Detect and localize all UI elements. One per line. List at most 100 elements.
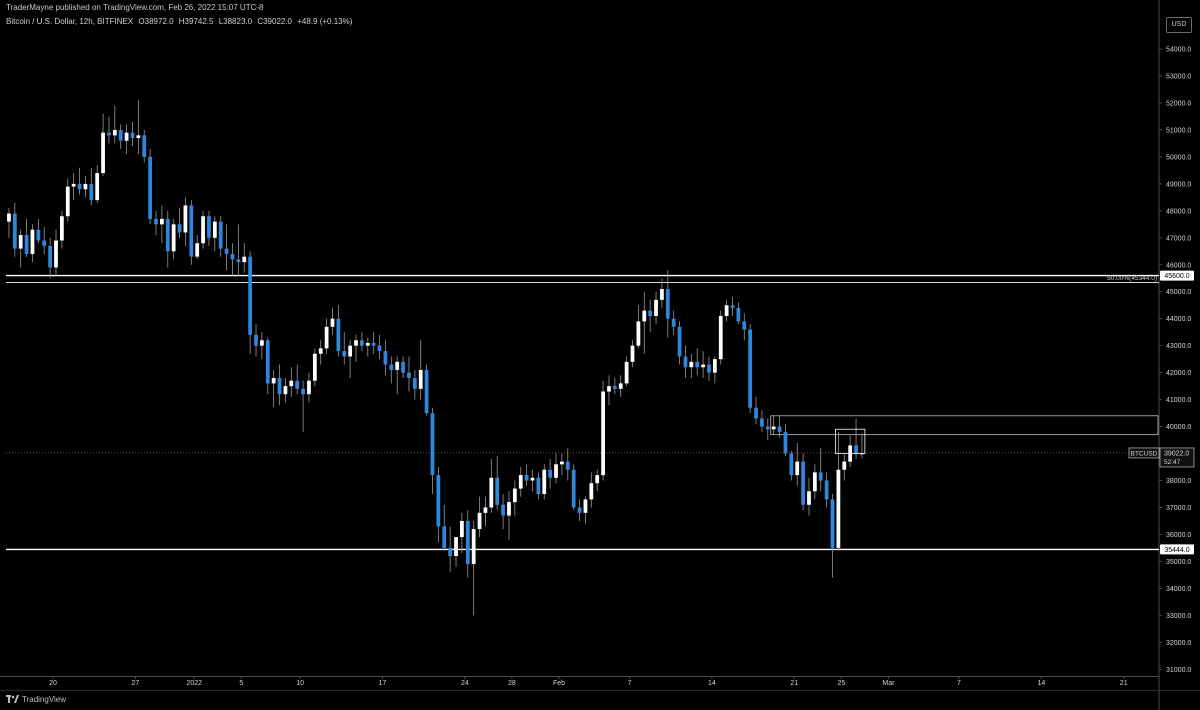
- price-axis-label: 31000.0: [1166, 667, 1191, 674]
- candle-body: [124, 132, 129, 141]
- price-axis-label: 42000.0: [1166, 370, 1191, 377]
- candle-body: [595, 475, 600, 484]
- price-axis-label: 49000.0: [1166, 181, 1191, 188]
- candle-body: [83, 183, 88, 190]
- candle-body: [554, 464, 558, 478]
- ohlc-open: O38972.0: [138, 17, 174, 26]
- candle-body: [336, 318, 341, 352]
- time-axis-label: 21: [790, 680, 798, 687]
- price-axis-label: 53000.0: [1166, 74, 1191, 81]
- candle-body: [689, 361, 694, 368]
- candle-body: [748, 329, 753, 408]
- candle-body: [260, 340, 264, 346]
- time-axis-label: 24: [461, 680, 469, 687]
- price-axis-label: 32000.0: [1166, 640, 1191, 647]
- candle-body: [130, 132, 135, 139]
- candle-body: [112, 129, 117, 136]
- time-axis-label: Mar: [882, 680, 895, 687]
- price-axis-label: 35000.0: [1166, 559, 1191, 566]
- price-axis-label: 44000.0: [1166, 316, 1191, 323]
- time-axis-label: 2022: [186, 680, 202, 687]
- symbol-title[interactable]: Bitcoin / U.S. Dollar, 12h, BITFINEX: [6, 17, 134, 26]
- candle-body: [842, 461, 847, 470]
- breakout-box: [835, 428, 866, 454]
- candle-body: [760, 418, 764, 427]
- time-axis-label: 28: [508, 680, 516, 687]
- candle-body: [348, 345, 353, 357]
- symbol-tag: BTCUSD: [1131, 450, 1158, 457]
- candle-body: [607, 386, 611, 392]
- candle-body: [12, 213, 17, 249]
- candle-body: [424, 369, 429, 414]
- candle-body: [489, 477, 494, 508]
- candle-body: [218, 221, 223, 249]
- candle-body: [512, 488, 517, 503]
- candle-body: [465, 520, 470, 565]
- time-axis-label: 21: [1120, 680, 1128, 687]
- candle-body: [407, 372, 411, 379]
- ohlc-high: H39742.5: [178, 17, 214, 26]
- candle-body: [854, 445, 858, 455]
- candle-body: [283, 386, 288, 395]
- candle-body: [671, 318, 676, 327]
- candle-body: [765, 426, 770, 430]
- price-axis-label: 45000.0: [1166, 289, 1191, 296]
- candle-body: [530, 477, 535, 481]
- candle-body: [7, 213, 11, 222]
- candle-body: [95, 173, 100, 201]
- tradingview-icon: [6, 695, 19, 703]
- currency-button[interactable]: USD: [1166, 17, 1192, 33]
- price-axis-label: 33000.0: [1166, 613, 1191, 620]
- candle-body: [148, 156, 153, 219]
- candle-body: [224, 248, 229, 254]
- candle-body: [818, 472, 823, 481]
- candle-body: [24, 235, 29, 254]
- candle-body: [742, 321, 747, 330]
- candle-body: [777, 426, 782, 432]
- candle-body: [830, 499, 835, 548]
- candle-body: [265, 340, 270, 384]
- last-price-tag: 39022.0: [1164, 450, 1189, 457]
- price-level-tag-bg: [1160, 544, 1194, 555]
- candle-body: [507, 502, 511, 516]
- candle-body: [318, 348, 323, 354]
- candle-body: [677, 326, 682, 357]
- candle-body: [30, 229, 35, 254]
- published-by-line: TraderMayne published on TradingView.com…: [6, 3, 264, 12]
- candle-body: [365, 342, 370, 346]
- candle-body: [795, 461, 800, 476]
- candle-body: [836, 469, 841, 548]
- candle-body: [542, 469, 547, 494]
- candle-body: [207, 216, 211, 238]
- candle-body: [501, 504, 505, 516]
- time-axis-label: 14: [708, 680, 716, 687]
- candle-body: [201, 216, 205, 244]
- candle-body: [354, 340, 358, 346]
- candle-body: [389, 364, 394, 370]
- candle-body: [107, 132, 111, 136]
- candle-body: [612, 386, 617, 389]
- price-axis-label: 37000.0: [1166, 505, 1191, 512]
- candle-body: [624, 361, 629, 384]
- candle-body: [789, 453, 794, 476]
- price-axis-label: 43000.0: [1166, 343, 1191, 350]
- candle-body: [477, 512, 482, 530]
- candle-body: [395, 361, 400, 370]
- candle-body: [254, 334, 258, 346]
- candle-body: [771, 426, 776, 430]
- candle-body: [754, 407, 758, 419]
- price-axis-label: 34000.0: [1166, 586, 1191, 593]
- last-price-tag-bg: [1159, 447, 1195, 468]
- candle-body: [248, 256, 253, 335]
- candle-body: [430, 413, 435, 476]
- candle-body: [101, 132, 105, 174]
- time-axis-label: Feb: [553, 680, 565, 687]
- ohlc-low: L38823.0: [218, 17, 253, 26]
- candle-body: [18, 235, 23, 249]
- candle-body: [571, 469, 576, 508]
- price-axis-label: 54000.0: [1166, 47, 1191, 54]
- candle-body: [718, 316, 723, 360]
- candle-body: [136, 135, 141, 139]
- candle-body: [630, 345, 635, 362]
